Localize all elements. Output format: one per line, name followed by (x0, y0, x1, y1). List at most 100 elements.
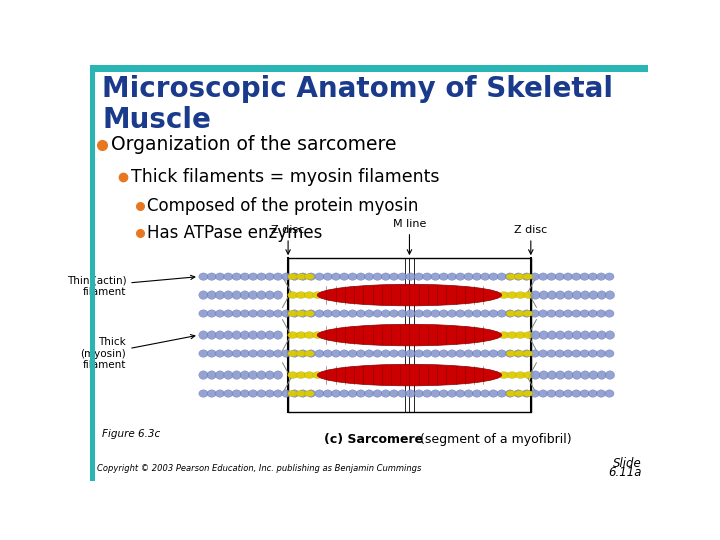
Ellipse shape (456, 273, 465, 280)
Ellipse shape (531, 291, 540, 299)
Text: Z disc: Z disc (514, 225, 547, 254)
Ellipse shape (224, 331, 233, 339)
Ellipse shape (480, 350, 490, 357)
Ellipse shape (447, 350, 456, 357)
Ellipse shape (555, 273, 564, 280)
Ellipse shape (464, 390, 473, 397)
Ellipse shape (431, 390, 440, 397)
Ellipse shape (287, 332, 298, 339)
Ellipse shape (489, 390, 498, 397)
Ellipse shape (497, 390, 506, 397)
Ellipse shape (215, 371, 225, 379)
Ellipse shape (564, 273, 572, 280)
Ellipse shape (215, 390, 225, 397)
Ellipse shape (572, 273, 581, 280)
Ellipse shape (240, 273, 249, 280)
Ellipse shape (315, 310, 324, 317)
Text: Has ATPase enzymes: Has ATPase enzymes (148, 224, 323, 242)
Ellipse shape (472, 350, 482, 357)
Ellipse shape (505, 310, 515, 317)
Ellipse shape (423, 350, 432, 357)
Ellipse shape (265, 390, 274, 397)
Bar (288, 258, 531, 412)
Ellipse shape (414, 310, 423, 317)
Ellipse shape (597, 310, 606, 317)
Ellipse shape (531, 371, 540, 379)
Ellipse shape (296, 390, 306, 396)
Ellipse shape (499, 292, 509, 299)
Ellipse shape (224, 350, 233, 357)
Ellipse shape (531, 331, 540, 339)
Ellipse shape (514, 274, 524, 280)
Ellipse shape (287, 350, 298, 356)
Ellipse shape (580, 350, 589, 357)
Ellipse shape (522, 390, 531, 397)
Ellipse shape (207, 291, 216, 299)
Ellipse shape (274, 371, 282, 379)
Ellipse shape (431, 350, 440, 357)
Ellipse shape (514, 350, 524, 356)
Ellipse shape (274, 331, 282, 339)
Ellipse shape (406, 273, 415, 280)
Bar (90, 65, 95, 481)
Ellipse shape (539, 390, 548, 397)
Ellipse shape (605, 310, 614, 317)
Ellipse shape (215, 291, 225, 299)
Ellipse shape (539, 310, 548, 317)
Ellipse shape (381, 273, 390, 280)
Ellipse shape (348, 390, 357, 397)
Ellipse shape (199, 310, 208, 317)
Ellipse shape (248, 310, 258, 317)
Ellipse shape (356, 350, 366, 357)
Ellipse shape (265, 310, 274, 317)
Ellipse shape (287, 292, 298, 299)
Ellipse shape (580, 331, 590, 339)
Ellipse shape (606, 371, 615, 379)
Ellipse shape (331, 273, 341, 280)
Ellipse shape (373, 390, 382, 397)
Ellipse shape (207, 350, 216, 357)
Ellipse shape (546, 390, 556, 397)
Ellipse shape (564, 310, 572, 317)
Ellipse shape (507, 292, 517, 299)
Ellipse shape (447, 390, 456, 397)
Ellipse shape (514, 390, 524, 396)
Ellipse shape (265, 331, 274, 339)
Ellipse shape (513, 350, 523, 357)
Ellipse shape (439, 273, 449, 280)
Ellipse shape (224, 310, 233, 317)
Ellipse shape (572, 331, 582, 339)
Ellipse shape (516, 332, 526, 339)
Ellipse shape (505, 273, 515, 280)
Ellipse shape (597, 291, 606, 299)
Ellipse shape (530, 390, 539, 397)
Ellipse shape (296, 350, 306, 356)
Text: Composed of the protein myosin: Composed of the protein myosin (148, 197, 419, 215)
Ellipse shape (506, 310, 516, 316)
Ellipse shape (199, 371, 208, 379)
Text: Thick
(myosin)
filament: Thick (myosin) filament (81, 335, 195, 370)
Ellipse shape (207, 310, 216, 317)
Ellipse shape (390, 390, 399, 397)
Ellipse shape (489, 350, 498, 357)
Ellipse shape (589, 331, 598, 339)
Ellipse shape (224, 371, 233, 379)
Ellipse shape (546, 350, 556, 357)
Ellipse shape (265, 291, 274, 299)
Text: Copyright © 2003 Pearson Education, Inc. publishing as Benjamin Cummings: Copyright © 2003 Pearson Education, Inc.… (96, 464, 421, 473)
Ellipse shape (240, 310, 249, 317)
Ellipse shape (547, 331, 557, 339)
Ellipse shape (207, 390, 216, 397)
Ellipse shape (290, 390, 300, 397)
Ellipse shape (215, 350, 225, 357)
Ellipse shape (414, 350, 423, 357)
Ellipse shape (572, 310, 581, 317)
Ellipse shape (505, 350, 515, 357)
Ellipse shape (397, 390, 407, 397)
Text: M line: M line (393, 219, 426, 254)
Ellipse shape (464, 273, 473, 280)
Ellipse shape (423, 310, 432, 317)
Ellipse shape (257, 310, 266, 317)
Ellipse shape (497, 310, 506, 317)
Ellipse shape (397, 350, 407, 357)
